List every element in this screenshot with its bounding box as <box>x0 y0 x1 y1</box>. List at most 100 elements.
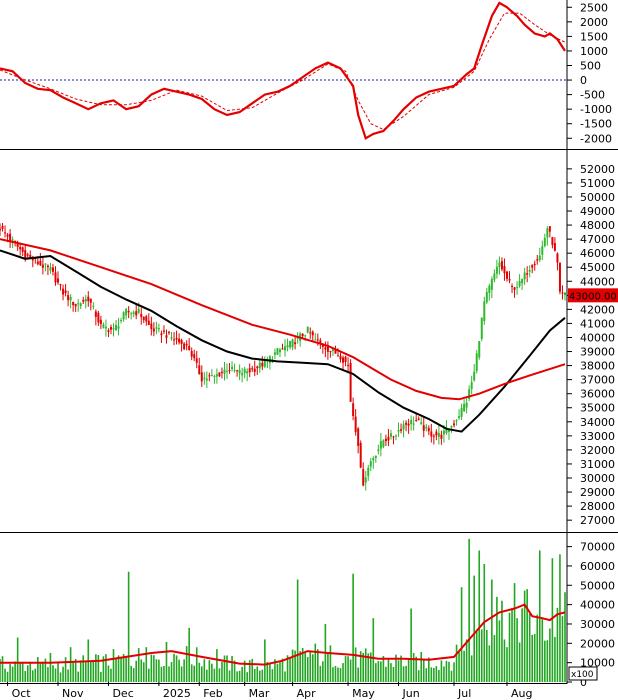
volume-bar <box>387 659 390 682</box>
volume-bar <box>309 650 312 682</box>
candle-body <box>447 429 450 432</box>
candle-body <box>72 301 75 306</box>
volume-bar <box>163 665 165 682</box>
candle-body <box>465 402 468 408</box>
candle-body <box>6 234 9 237</box>
price-axis-tick-label: 47000 <box>580 233 615 246</box>
price-axis-tick-label: 51000 <box>580 177 615 190</box>
volume-bar <box>115 658 117 682</box>
volume-bar <box>344 656 347 682</box>
candle-body <box>455 420 458 422</box>
volume-bar <box>67 669 69 682</box>
volume-bar <box>407 659 410 682</box>
x-tick-label: Jul <box>457 687 471 700</box>
candle-body <box>359 442 362 468</box>
volume-bar <box>513 583 516 682</box>
volume-bar <box>523 590 526 682</box>
candle-body <box>79 303 82 307</box>
volume-bar <box>236 671 238 682</box>
candle-body <box>357 428 360 446</box>
volume-bar <box>84 661 87 682</box>
candle-body <box>306 326 309 333</box>
volume-bar <box>274 659 276 682</box>
volume-bar <box>0 659 1 682</box>
candle-body <box>107 330 110 332</box>
candle-body <box>152 328 155 332</box>
volume-bar <box>276 663 279 682</box>
candle-body <box>145 316 148 322</box>
volume-bar <box>170 662 173 682</box>
candle-body <box>453 423 456 426</box>
price-axis-tick-label: 36000 <box>580 388 615 401</box>
volume-bar <box>359 651 362 682</box>
price-axis-tick-label: 30000 <box>580 472 615 485</box>
volume-bar <box>203 659 206 682</box>
volume-bar <box>90 660 92 682</box>
candle-body <box>286 345 289 348</box>
volume-bar <box>218 668 221 682</box>
volume-bar <box>92 660 95 682</box>
volume-bar <box>223 655 226 682</box>
candle-body <box>74 303 77 307</box>
candle-body <box>251 368 254 370</box>
volume-axis-tick-label: 0 <box>580 676 587 689</box>
volume-bar <box>9 664 11 682</box>
candle-body <box>140 313 143 318</box>
candle-body <box>468 389 471 399</box>
volume-bar <box>516 618 518 682</box>
volume-bar <box>397 660 400 682</box>
volume-bar <box>299 651 301 682</box>
price-axis-tick-label: 31000 <box>580 458 615 471</box>
candle-body <box>218 372 221 377</box>
candle-body <box>382 440 385 447</box>
volume-bar <box>125 657 127 682</box>
candle-body <box>556 253 559 263</box>
price-axis-tick-label: 35000 <box>580 402 615 415</box>
candle-body <box>503 266 506 274</box>
candle-body <box>243 368 246 374</box>
osc-axis-tick-label: 1500 <box>580 30 608 43</box>
volume-bar <box>549 628 551 682</box>
volume-bar <box>501 600 503 682</box>
candle-body <box>369 461 372 467</box>
volume-bar <box>556 607 559 682</box>
volume-bar <box>503 639 506 682</box>
volume-bar <box>140 659 143 682</box>
candle-body <box>284 346 287 351</box>
candle-body <box>417 418 420 420</box>
oscillator-line <box>0 1 566 140</box>
candle-body <box>4 232 7 234</box>
volume-bar <box>246 672 248 682</box>
candle-body <box>236 370 239 372</box>
candle-body <box>261 362 264 367</box>
volume-bar <box>69 647 72 682</box>
volume-bar <box>294 650 296 682</box>
candle-body <box>342 357 345 363</box>
volume-bar <box>155 659 158 682</box>
volume-bar <box>435 666 438 682</box>
volume-bar <box>433 667 435 682</box>
price-axis-tick-label: 49000 <box>580 205 615 218</box>
candle-body <box>263 359 266 367</box>
candle-body <box>536 259 539 261</box>
candle-body <box>442 430 445 435</box>
candle-body <box>367 467 370 477</box>
candle-body <box>541 246 544 255</box>
candle-body <box>352 403 355 417</box>
candle-body <box>167 331 170 333</box>
volume-bar <box>42 661 44 682</box>
volume-bar <box>226 655 228 682</box>
volume-bar <box>486 629 488 682</box>
candle-body <box>258 362 261 369</box>
volume-bar <box>100 671 102 682</box>
volume-bar <box>410 608 412 682</box>
price-axis-tick-label: 46000 <box>580 247 615 260</box>
candle-body <box>372 458 375 461</box>
volume-bar <box>16 637 19 682</box>
candle-body <box>155 327 158 329</box>
volume-bar <box>463 650 465 682</box>
volume-bar <box>364 648 367 682</box>
volume-bar <box>14 661 16 682</box>
candle-body <box>281 348 284 350</box>
